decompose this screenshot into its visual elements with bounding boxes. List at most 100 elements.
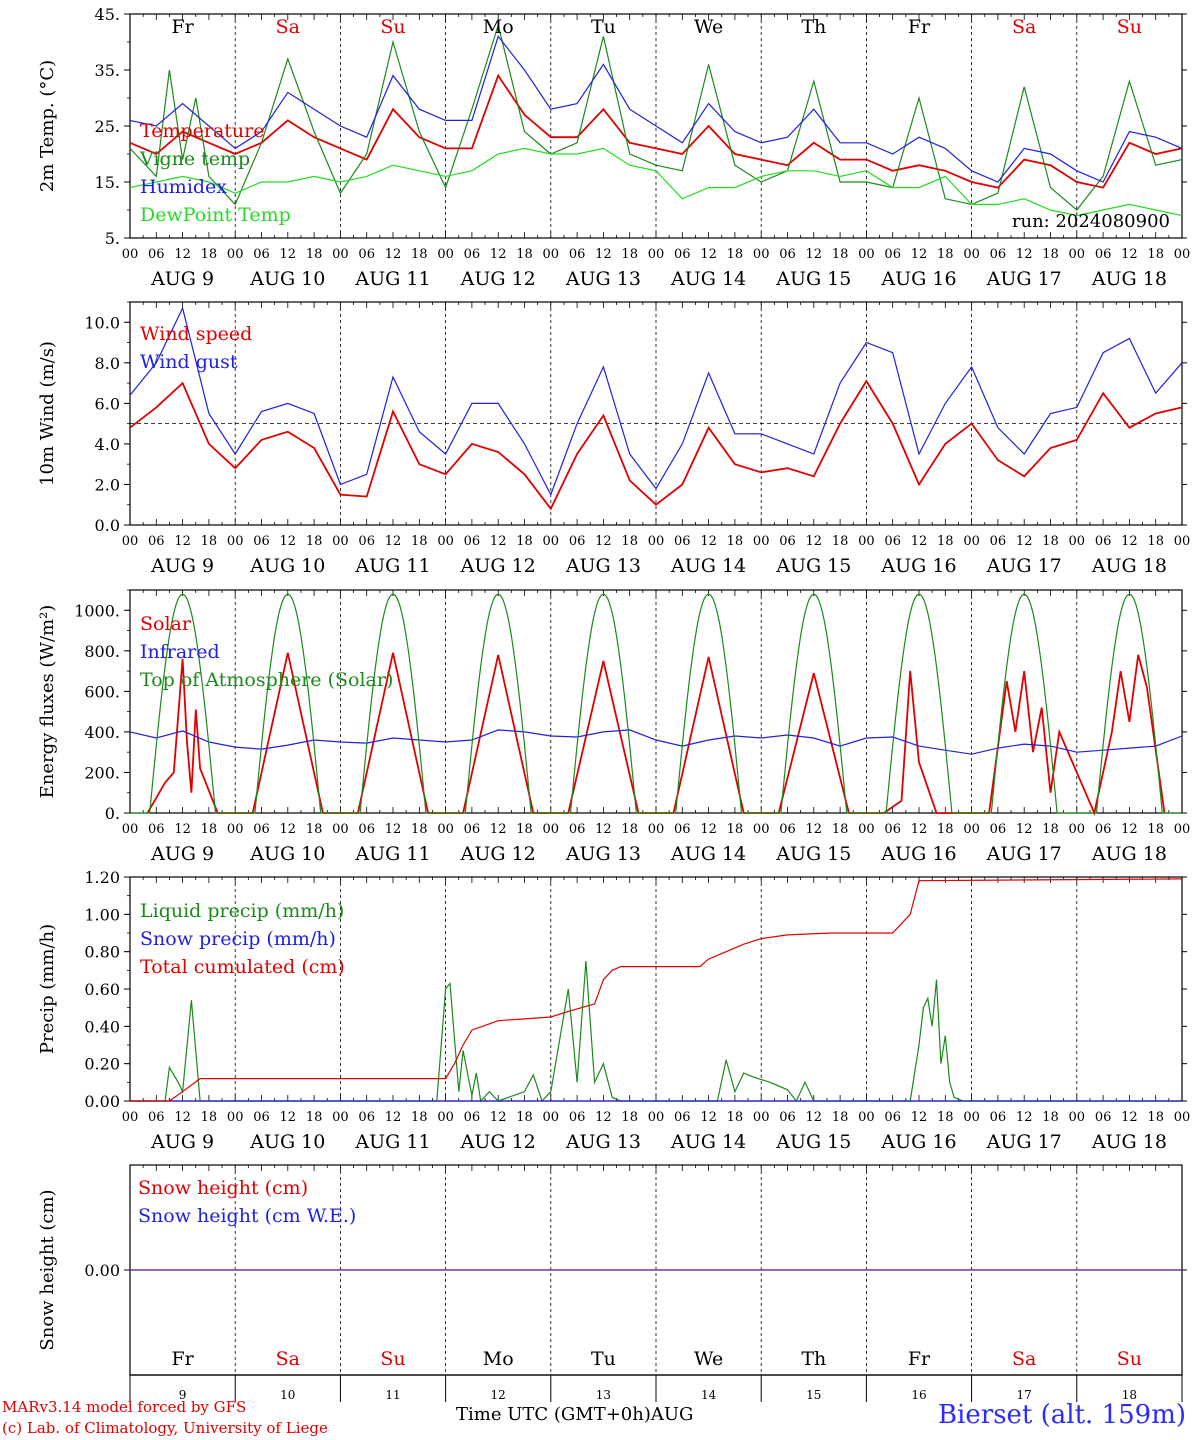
hour-tick-label: 06 xyxy=(990,1110,1007,1125)
hour-tick-label: 00 xyxy=(1174,822,1191,837)
hour-tick-label: 06 xyxy=(358,822,375,837)
hour-tick-label: 06 xyxy=(148,1110,165,1125)
hour-tick-label: 00 xyxy=(1174,247,1191,262)
hour-tick-label: 06 xyxy=(779,1110,796,1125)
hour-tick-label: 00 xyxy=(648,534,665,549)
hour-tick-label: 18 xyxy=(516,247,533,262)
panel-2 xyxy=(124,301,1187,526)
y-tick-label: 0.00 xyxy=(84,1092,120,1111)
y-tick-label: 0.20 xyxy=(84,1055,120,1074)
hour-tick-label: 12 xyxy=(806,534,823,549)
hour-tick-label: 18 xyxy=(832,534,849,549)
hour-tick-label: 06 xyxy=(358,534,375,549)
hour-tick-label: 00 xyxy=(963,822,980,837)
hour-tick-label: 00 xyxy=(1174,534,1191,549)
date-label: AUG 18 xyxy=(1091,1131,1167,1153)
hour-tick-label: 18 xyxy=(1147,1110,1164,1125)
hour-tick-label: 06 xyxy=(358,1110,375,1125)
hour-tick-label: 12 xyxy=(174,822,191,837)
y-tick-label: 0.0 xyxy=(95,516,120,535)
hour-tick-label: 00 xyxy=(543,534,560,549)
date-label: AUG 10 xyxy=(249,268,325,290)
hour-tick-label: 00 xyxy=(122,822,139,837)
date-label: AUG 11 xyxy=(354,843,430,865)
hour-tick-label: 18 xyxy=(201,534,218,549)
hour-tick-label: 12 xyxy=(700,1110,717,1125)
day-name: Tu xyxy=(591,1348,616,1370)
hour-tick-label: 00 xyxy=(963,1110,980,1125)
panel-5 xyxy=(124,1164,1187,1402)
hour-tick-label: 06 xyxy=(884,247,901,262)
hour-tick-label: 18 xyxy=(727,247,744,262)
date-label: AUG 12 xyxy=(460,843,536,865)
date-label: AUG 15 xyxy=(775,555,851,577)
date-label: AUG 16 xyxy=(880,1131,956,1153)
y-tick-label: 6.0 xyxy=(95,394,120,413)
hour-tick-label: 06 xyxy=(1095,247,1112,262)
hour-tick-label: 18 xyxy=(727,1110,744,1125)
hour-tick-label: 12 xyxy=(1121,247,1138,262)
day-name: We xyxy=(694,16,723,38)
y-tick-label: 200. xyxy=(84,763,120,782)
x-axis-title: Time UTC (GMT+0h)AUG xyxy=(456,1404,694,1425)
hour-tick-label: 00 xyxy=(753,247,770,262)
hour-tick-label: 00 xyxy=(543,1110,560,1125)
y-tick-label: 800. xyxy=(84,642,120,661)
day-name: Sa xyxy=(276,1348,300,1370)
hour-tick-label: 00 xyxy=(1174,1110,1191,1125)
panel-frame xyxy=(129,589,1183,814)
legend-entry: DewPoint Temp xyxy=(140,204,291,226)
day-name: Sa xyxy=(1012,16,1036,38)
day-name: Sa xyxy=(276,16,300,38)
day-number-label: 10 xyxy=(280,1388,295,1402)
hour-tick-label: 06 xyxy=(990,822,1007,837)
day-name: Th xyxy=(801,16,826,38)
hour-tick-label: 06 xyxy=(1095,1110,1112,1125)
hour-tick-label: 00 xyxy=(1069,247,1086,262)
date-label: AUG 13 xyxy=(565,1131,641,1153)
y-tick-label: 8.0 xyxy=(95,354,120,373)
hour-tick-label: 18 xyxy=(832,822,849,837)
series-line-humidex xyxy=(129,35,1183,183)
hour-tick-label: 18 xyxy=(516,822,533,837)
day-number-label: 16 xyxy=(911,1388,926,1402)
day-name: Th xyxy=(801,1348,826,1370)
date-label: AUG 14 xyxy=(670,843,746,865)
hour-tick-label: 12 xyxy=(385,822,402,837)
y-tick-label: 0. xyxy=(105,804,120,823)
hour-tick-label: 12 xyxy=(490,1110,507,1125)
hour-tick-label: 06 xyxy=(464,1110,481,1125)
hour-tick-label: 06 xyxy=(148,534,165,549)
date-label: AUG 14 xyxy=(670,1131,746,1153)
day-number-label: 13 xyxy=(596,1388,611,1402)
hour-tick-label: 18 xyxy=(516,1110,533,1125)
hour-tick-label: 00 xyxy=(753,822,770,837)
day-number-label: 17 xyxy=(1017,1388,1032,1402)
credit-model: MARv3.14 model forced by GFS xyxy=(2,1398,247,1416)
date-label: AUG 13 xyxy=(565,843,641,865)
y-axis-label: 10m Wind (m/s) xyxy=(37,341,58,486)
hour-tick-label: 00 xyxy=(332,1110,349,1125)
y-tick-label: 1.00 xyxy=(84,905,120,924)
y-tick-label: 4.0 xyxy=(95,435,120,454)
hour-tick-label: 12 xyxy=(911,822,928,837)
panel-3 xyxy=(124,589,1187,816)
hour-tick-label: 12 xyxy=(1121,1110,1138,1125)
date-label: AUG 11 xyxy=(354,268,430,290)
hour-tick-label: 00 xyxy=(332,534,349,549)
hour-tick-label: 18 xyxy=(727,822,744,837)
hour-tick-label: 18 xyxy=(1042,247,1059,262)
hour-tick-label: 00 xyxy=(648,822,665,837)
date-label: AUG 12 xyxy=(460,1131,536,1153)
hour-tick-label: 00 xyxy=(437,1110,454,1125)
y-tick-label: 25. xyxy=(95,117,120,136)
day-name: Tu xyxy=(591,16,616,38)
hour-tick-label: 06 xyxy=(674,247,691,262)
hour-tick-label: 18 xyxy=(306,534,323,549)
hour-tick-label: 00 xyxy=(1069,1110,1086,1125)
hour-tick-label: 06 xyxy=(884,1110,901,1125)
hour-tick-label: 00 xyxy=(543,247,560,262)
y-tick-label: 10.0 xyxy=(84,313,120,332)
hour-tick-label: 18 xyxy=(411,534,428,549)
